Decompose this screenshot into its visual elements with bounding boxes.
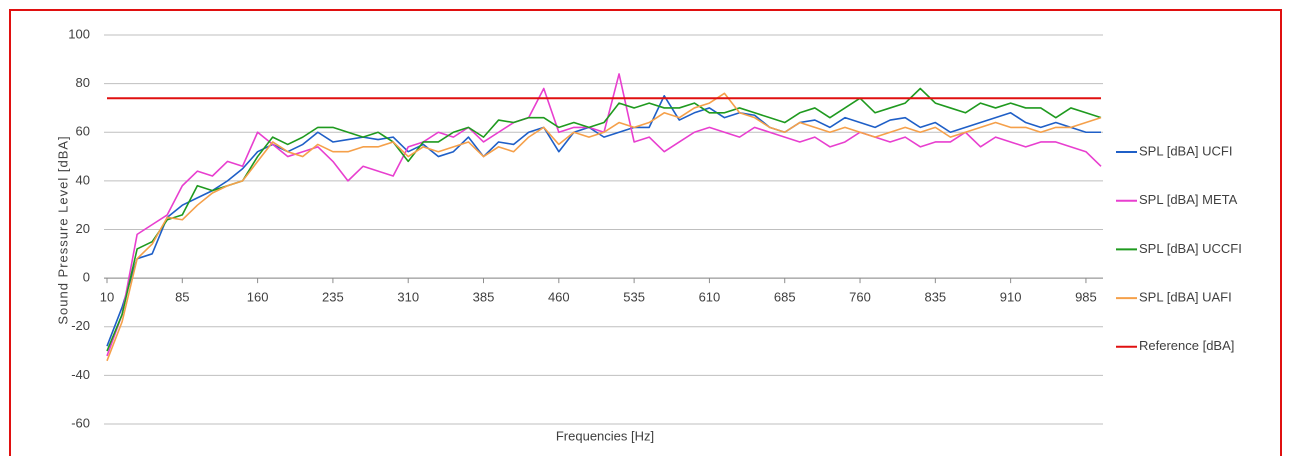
- x-axis-title: Frequencies [Hz]: [556, 428, 654, 443]
- frame: [9, 9, 1282, 461]
- y-tick-label: 20: [76, 221, 90, 236]
- legend-label: Reference [dBA]: [1139, 338, 1234, 353]
- x-tick-label: 760: [849, 290, 871, 305]
- legend-label: SPL [dBA] UAFI: [1139, 290, 1232, 305]
- x-tick-label: 385: [473, 290, 495, 305]
- legend-label: SPL [dBA] META: [1139, 192, 1238, 207]
- legend-label: SPL [dBA] UCFI: [1139, 143, 1232, 158]
- y-tick-label: 100: [68, 26, 90, 41]
- y-tick-label: -40: [71, 367, 90, 382]
- y-tick-label: 40: [76, 172, 90, 187]
- x-tick-label: 10: [100, 290, 114, 305]
- series-line: [106, 92, 1102, 362]
- x-tick-label: 460: [548, 290, 570, 305]
- series-line: [106, 73, 1102, 357]
- x-tick-label: 685: [774, 290, 796, 305]
- y-tick-label: 0: [83, 270, 90, 285]
- x-tick-label: 310: [397, 290, 419, 305]
- series-line: [106, 94, 1101, 347]
- x-tick-label: 85: [175, 290, 189, 305]
- y-axis-title: Sound Pressure Level [dBA]: [55, 135, 70, 324]
- y-tick-label: 60: [76, 124, 90, 139]
- legend-label: SPL [dBA] UCCFI: [1139, 241, 1242, 256]
- x-tick-label: 910: [1000, 290, 1022, 305]
- y-tick-label: -20: [71, 318, 90, 333]
- x-tick-label: 235: [322, 290, 344, 305]
- x-tick-label: 535: [623, 290, 645, 305]
- series-line: [106, 87, 1102, 352]
- x-tick-label: 160: [247, 290, 269, 305]
- y-tick-label: -60: [71, 415, 90, 430]
- y-tick-label: 80: [76, 75, 90, 90]
- x-tick-label: 985: [1075, 290, 1097, 305]
- x-tick-label: 835: [924, 290, 946, 305]
- x-tick-label: 610: [699, 290, 721, 305]
